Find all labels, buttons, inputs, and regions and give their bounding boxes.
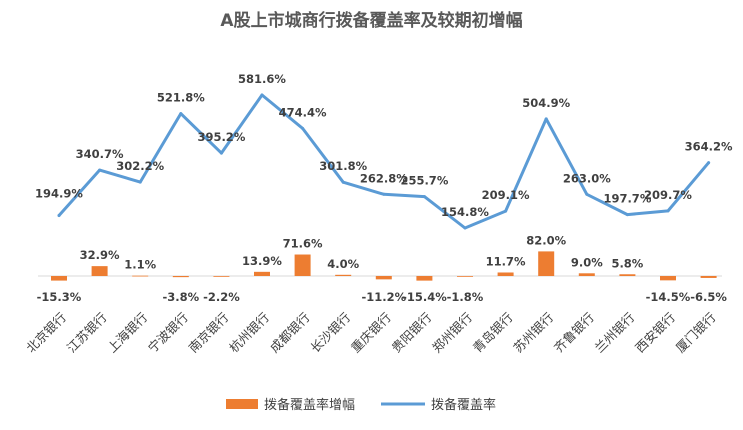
category-label-16: 厦门银行 bbox=[673, 310, 719, 356]
line-point-0 bbox=[57, 214, 61, 217]
bar-label-10: -1.8% bbox=[447, 290, 484, 304]
line-point-15 bbox=[666, 209, 670, 213]
bar-label-13: 9.0% bbox=[571, 255, 603, 269]
category-label-3: 宁波银行 bbox=[145, 310, 191, 356]
bar-label-7: 4.0% bbox=[327, 257, 359, 271]
line-point-6 bbox=[301, 126, 305, 130]
line-point-4 bbox=[219, 151, 223, 155]
line-point-14 bbox=[625, 213, 629, 217]
bar-3 bbox=[172, 276, 189, 278]
category-label-8: 重庆银行 bbox=[348, 310, 394, 356]
bar-1 bbox=[91, 266, 108, 276]
line-label-1: 340.7% bbox=[76, 147, 124, 161]
category-label-5: 杭州银行 bbox=[226, 310, 272, 356]
bar-10 bbox=[457, 276, 473, 277]
bar-9 bbox=[416, 276, 433, 281]
bar-8 bbox=[375, 276, 392, 280]
category-label-15: 西安银行 bbox=[632, 310, 678, 356]
category-label-14: 兰州银行 bbox=[592, 310, 638, 356]
line-point-8 bbox=[382, 192, 386, 196]
line-label-9: 255.7% bbox=[400, 174, 448, 188]
bar-14 bbox=[619, 274, 636, 276]
bar-label-8: -11.2% bbox=[361, 290, 406, 304]
category-label-12: 苏州银行 bbox=[510, 310, 556, 356]
line-point-16 bbox=[707, 161, 711, 165]
category-label-0: 北京银行 bbox=[23, 310, 69, 356]
category-label-2: 上海银行 bbox=[104, 310, 150, 356]
line-point-7 bbox=[341, 180, 345, 184]
category-label-4: 南京银行 bbox=[186, 310, 232, 356]
line-point-13 bbox=[585, 192, 589, 196]
bar-label-2: 1.1% bbox=[124, 258, 156, 272]
bar-15 bbox=[660, 276, 676, 281]
chart-title: A股上市城商行拨备覆盖率及较期初增幅 bbox=[220, 11, 523, 31]
line-label-3: 521.8% bbox=[157, 91, 205, 105]
line-point-10 bbox=[463, 226, 467, 230]
category-label-1: 江苏银行 bbox=[64, 310, 110, 356]
bar-label-12: 82.0% bbox=[526, 233, 566, 247]
bar-label-4: -2.2% bbox=[203, 290, 240, 304]
bar-label-6: 71.6% bbox=[283, 237, 323, 251]
legend-bar-label: 拨备覆盖率增幅 bbox=[264, 397, 355, 413]
line-point-9 bbox=[422, 195, 426, 199]
bar-12 bbox=[538, 251, 555, 276]
bar-label-16: -6.5% bbox=[690, 290, 727, 304]
category-label-6: 成都银行 bbox=[267, 310, 313, 356]
line-label-4: 395.2% bbox=[197, 130, 245, 144]
bar-13 bbox=[578, 273, 595, 276]
bar-label-9: -15.4% bbox=[402, 290, 447, 304]
bar-2 bbox=[132, 275, 149, 277]
line-point-2 bbox=[138, 180, 142, 184]
line-label-13: 263.0% bbox=[563, 171, 611, 185]
bar-label-15: -14.5% bbox=[646, 290, 691, 304]
category-label-7: 长沙银行 bbox=[307, 310, 353, 356]
bar-6 bbox=[294, 254, 311, 276]
legend-bar-swatch bbox=[226, 399, 258, 409]
line-point-12 bbox=[544, 117, 548, 121]
line-label-15: 209.7% bbox=[644, 188, 692, 202]
bar-label-1: 32.9% bbox=[80, 248, 120, 262]
bar-0 bbox=[51, 276, 67, 281]
bar-5 bbox=[254, 271, 270, 276]
bar-11 bbox=[497, 272, 514, 276]
bar-4 bbox=[213, 276, 230, 277]
line-label-11: 209.1% bbox=[482, 188, 530, 202]
line-label-14: 197.7% bbox=[603, 192, 651, 206]
line-label-10: 154.8% bbox=[441, 205, 489, 219]
legend-line-label: 拨备覆盖率 bbox=[431, 397, 496, 413]
line-point-5 bbox=[260, 93, 264, 97]
bar-label-3: -3.8% bbox=[162, 290, 199, 304]
bar-label-0: -15.3% bbox=[37, 290, 82, 304]
line-label-5: 581.6% bbox=[238, 72, 286, 86]
line-label-7: 301.8% bbox=[319, 159, 367, 173]
bar-label-5: 13.9% bbox=[242, 254, 282, 268]
line-label-16: 364.2% bbox=[685, 140, 733, 154]
line-label-2: 302.2% bbox=[116, 159, 164, 173]
bar-7 bbox=[335, 274, 352, 276]
line-label-0: 194.9% bbox=[35, 187, 83, 201]
line-point-11 bbox=[504, 209, 508, 213]
line-point-1 bbox=[98, 168, 102, 172]
category-label-9: 贵阳银行 bbox=[389, 310, 435, 356]
bar-16 bbox=[700, 276, 717, 278]
bar-label-11: 11.7% bbox=[486, 254, 526, 268]
category-label-10: 郑州银行 bbox=[429, 310, 475, 356]
bar-label-14: 5.8% bbox=[611, 256, 643, 270]
line-label-8: 262.8% bbox=[360, 171, 408, 185]
line-label-12: 504.9% bbox=[522, 96, 570, 110]
category-label-13: 齐鲁银行 bbox=[551, 310, 597, 356]
line-point-3 bbox=[179, 112, 183, 116]
line-label-6: 474.4% bbox=[279, 105, 327, 119]
category-label-11: 青岛银行 bbox=[470, 310, 516, 356]
